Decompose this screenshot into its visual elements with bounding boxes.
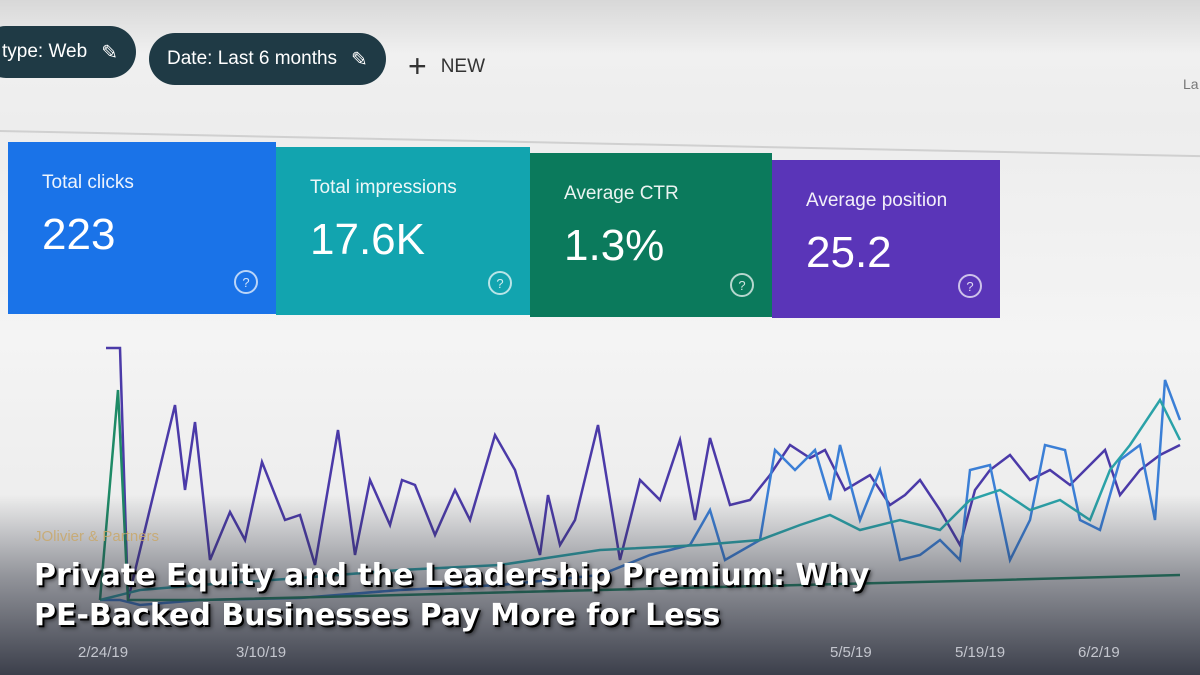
metric-value: 1.3% — [564, 221, 665, 270]
edge-text: La — [1183, 76, 1199, 92]
help-circle-icon[interactable]: ? — [488, 271, 512, 295]
metric-label: Average position — [806, 190, 948, 211]
metric-value: 223 — [42, 210, 116, 259]
metric-value: 17.6K — [310, 215, 425, 264]
help-circle-icon[interactable]: ? — [958, 274, 982, 298]
article-title: Private Equity and the Leadership Premiu… — [34, 556, 1034, 636]
title-overlay — [0, 495, 1200, 675]
brand-name: JOlivier & Partners — [34, 528, 160, 545]
chip-label: type: Web — [2, 41, 88, 62]
help-circle-icon[interactable]: ? — [234, 270, 258, 294]
metric-label: Average CTR — [564, 183, 679, 204]
title-line-2: PE-Backed Businesses Pay More for Less — [34, 598, 721, 633]
new-filter-button[interactable]: + NEW — [408, 48, 485, 85]
metric-label: Total impressions — [310, 177, 457, 198]
help-circle-icon[interactable]: ? — [730, 273, 754, 297]
date-filter-chip[interactable]: Date: Last 6 months ✎ — [149, 33, 386, 85]
x-tick: 6/2/19 — [1078, 644, 1120, 661]
chip-label: Date: Last 6 months — [167, 48, 338, 69]
metric-card-average-position[interactable]: Average position 25.2 ? — [772, 160, 1000, 318]
new-label: NEW — [440, 55, 486, 77]
plus-icon: + — [408, 48, 427, 84]
title-line-1: Private Equity and the Leadership Premiu… — [34, 558, 870, 593]
metric-card-total-clicks[interactable]: Total clicks 223 ? — [8, 142, 276, 314]
metric-card-average-ctr[interactable]: Average CTR 1.3% ? — [530, 153, 772, 317]
pencil-icon[interactable]: ✎ — [101, 41, 118, 64]
pencil-icon[interactable]: ✎ — [351, 48, 368, 71]
search-type-chip[interactable]: type: Web ✎ — [0, 26, 136, 78]
x-tick: 5/19/19 — [955, 644, 1006, 661]
x-tick: 5/5/19 — [830, 644, 872, 661]
metric-value: 25.2 — [806, 228, 892, 277]
metric-label: Total clicks — [42, 172, 134, 193]
x-tick: 3/10/19 — [236, 644, 287, 661]
x-tick: 2/24/19 — [78, 644, 129, 661]
metric-card-total-impressions[interactable]: Total impressions 17.6K ? — [276, 147, 530, 315]
